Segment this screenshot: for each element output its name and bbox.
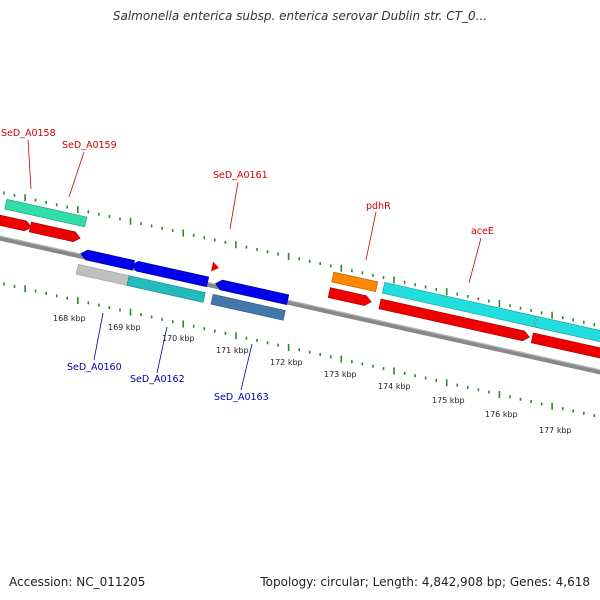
gene-label-SeD_A0159[interactable]: SeD_A0159 [62,140,117,151]
scale-label-176: 176 kbp [485,410,518,419]
scale-label-172: 172 kbp [270,358,303,367]
scale-label-169: 169 kbp [108,323,141,332]
gene-SeD_A0158[interactable] [4,198,88,228]
gene-SeD_A0163[interactable] [210,294,286,321]
lower-tick-ring [3,282,596,418]
leader-SeD_A0159 [68,151,85,198]
scale-label-173: 173 kbp [324,370,357,379]
gene-label-SeD_A0162[interactable]: SeD_A0162 [130,374,185,385]
scale-label-170: 170 kbp [162,334,195,343]
cds-next[interactable] [530,332,600,361]
scale-label-171: 171 kbp [216,346,249,355]
genome-stats-label: Topology: circular; Length: 4,842,908 bp… [260,575,590,589]
cds-aceE[interactable] [378,298,531,342]
accession-label: Accession: NC_011205 [9,575,146,589]
leader-aceE [468,237,482,284]
leader-SeD_A0162 [156,326,168,374]
cds-SeD_A0159[interactable] [28,221,81,243]
gene-aceE[interactable] [382,282,537,328]
scale-label-177: 177 kbp [539,426,572,435]
cds-SeD_A0161[interactable] [211,261,220,273]
scale-label-168: 168 kbp [53,314,86,323]
gene-pdhR[interactable] [331,271,379,293]
gene-label-SeD_A0160[interactable]: SeD_A0160 [67,362,122,373]
scale-label-175: 175 kbp [432,396,465,405]
leader-SeD_A0160 [93,312,104,361]
gene-label-SeD_A0158[interactable]: SeD_A0158 [1,128,56,139]
cds-pdhR[interactable] [327,287,372,307]
cds-SeD_A0163[interactable] [214,279,290,305]
leader-SeD_A0158 [27,139,32,190]
plus-label-leaders [27,139,482,284]
cds-SeD_A0158[interactable] [0,214,32,232]
leader-pdhR [365,211,377,261]
minus-label-leaders [93,312,253,391]
gene-label-pdhR[interactable]: pdhR [366,201,391,212]
scale-label-174: 174 kbp [378,382,411,391]
map-title: Salmonella enterica subsp. enterica sero… [112,9,488,23]
leader-SeD_A0161 [229,181,239,230]
gene-next[interactable] [534,316,600,345]
cds-SeD_A0162[interactable] [130,260,210,288]
gene-SeD_A0162[interactable] [126,275,206,303]
gene-label-aceE[interactable]: aceE [471,226,494,237]
upper-tick-ring [3,191,596,327]
cds-SeD_A0160[interactable] [80,249,135,271]
gene-label-SeD_A0163[interactable]: SeD_A0163 [214,392,269,403]
leader-SeD_A0163 [240,343,253,391]
gene-label-SeD_A0161[interactable]: SeD_A0161 [213,170,268,181]
